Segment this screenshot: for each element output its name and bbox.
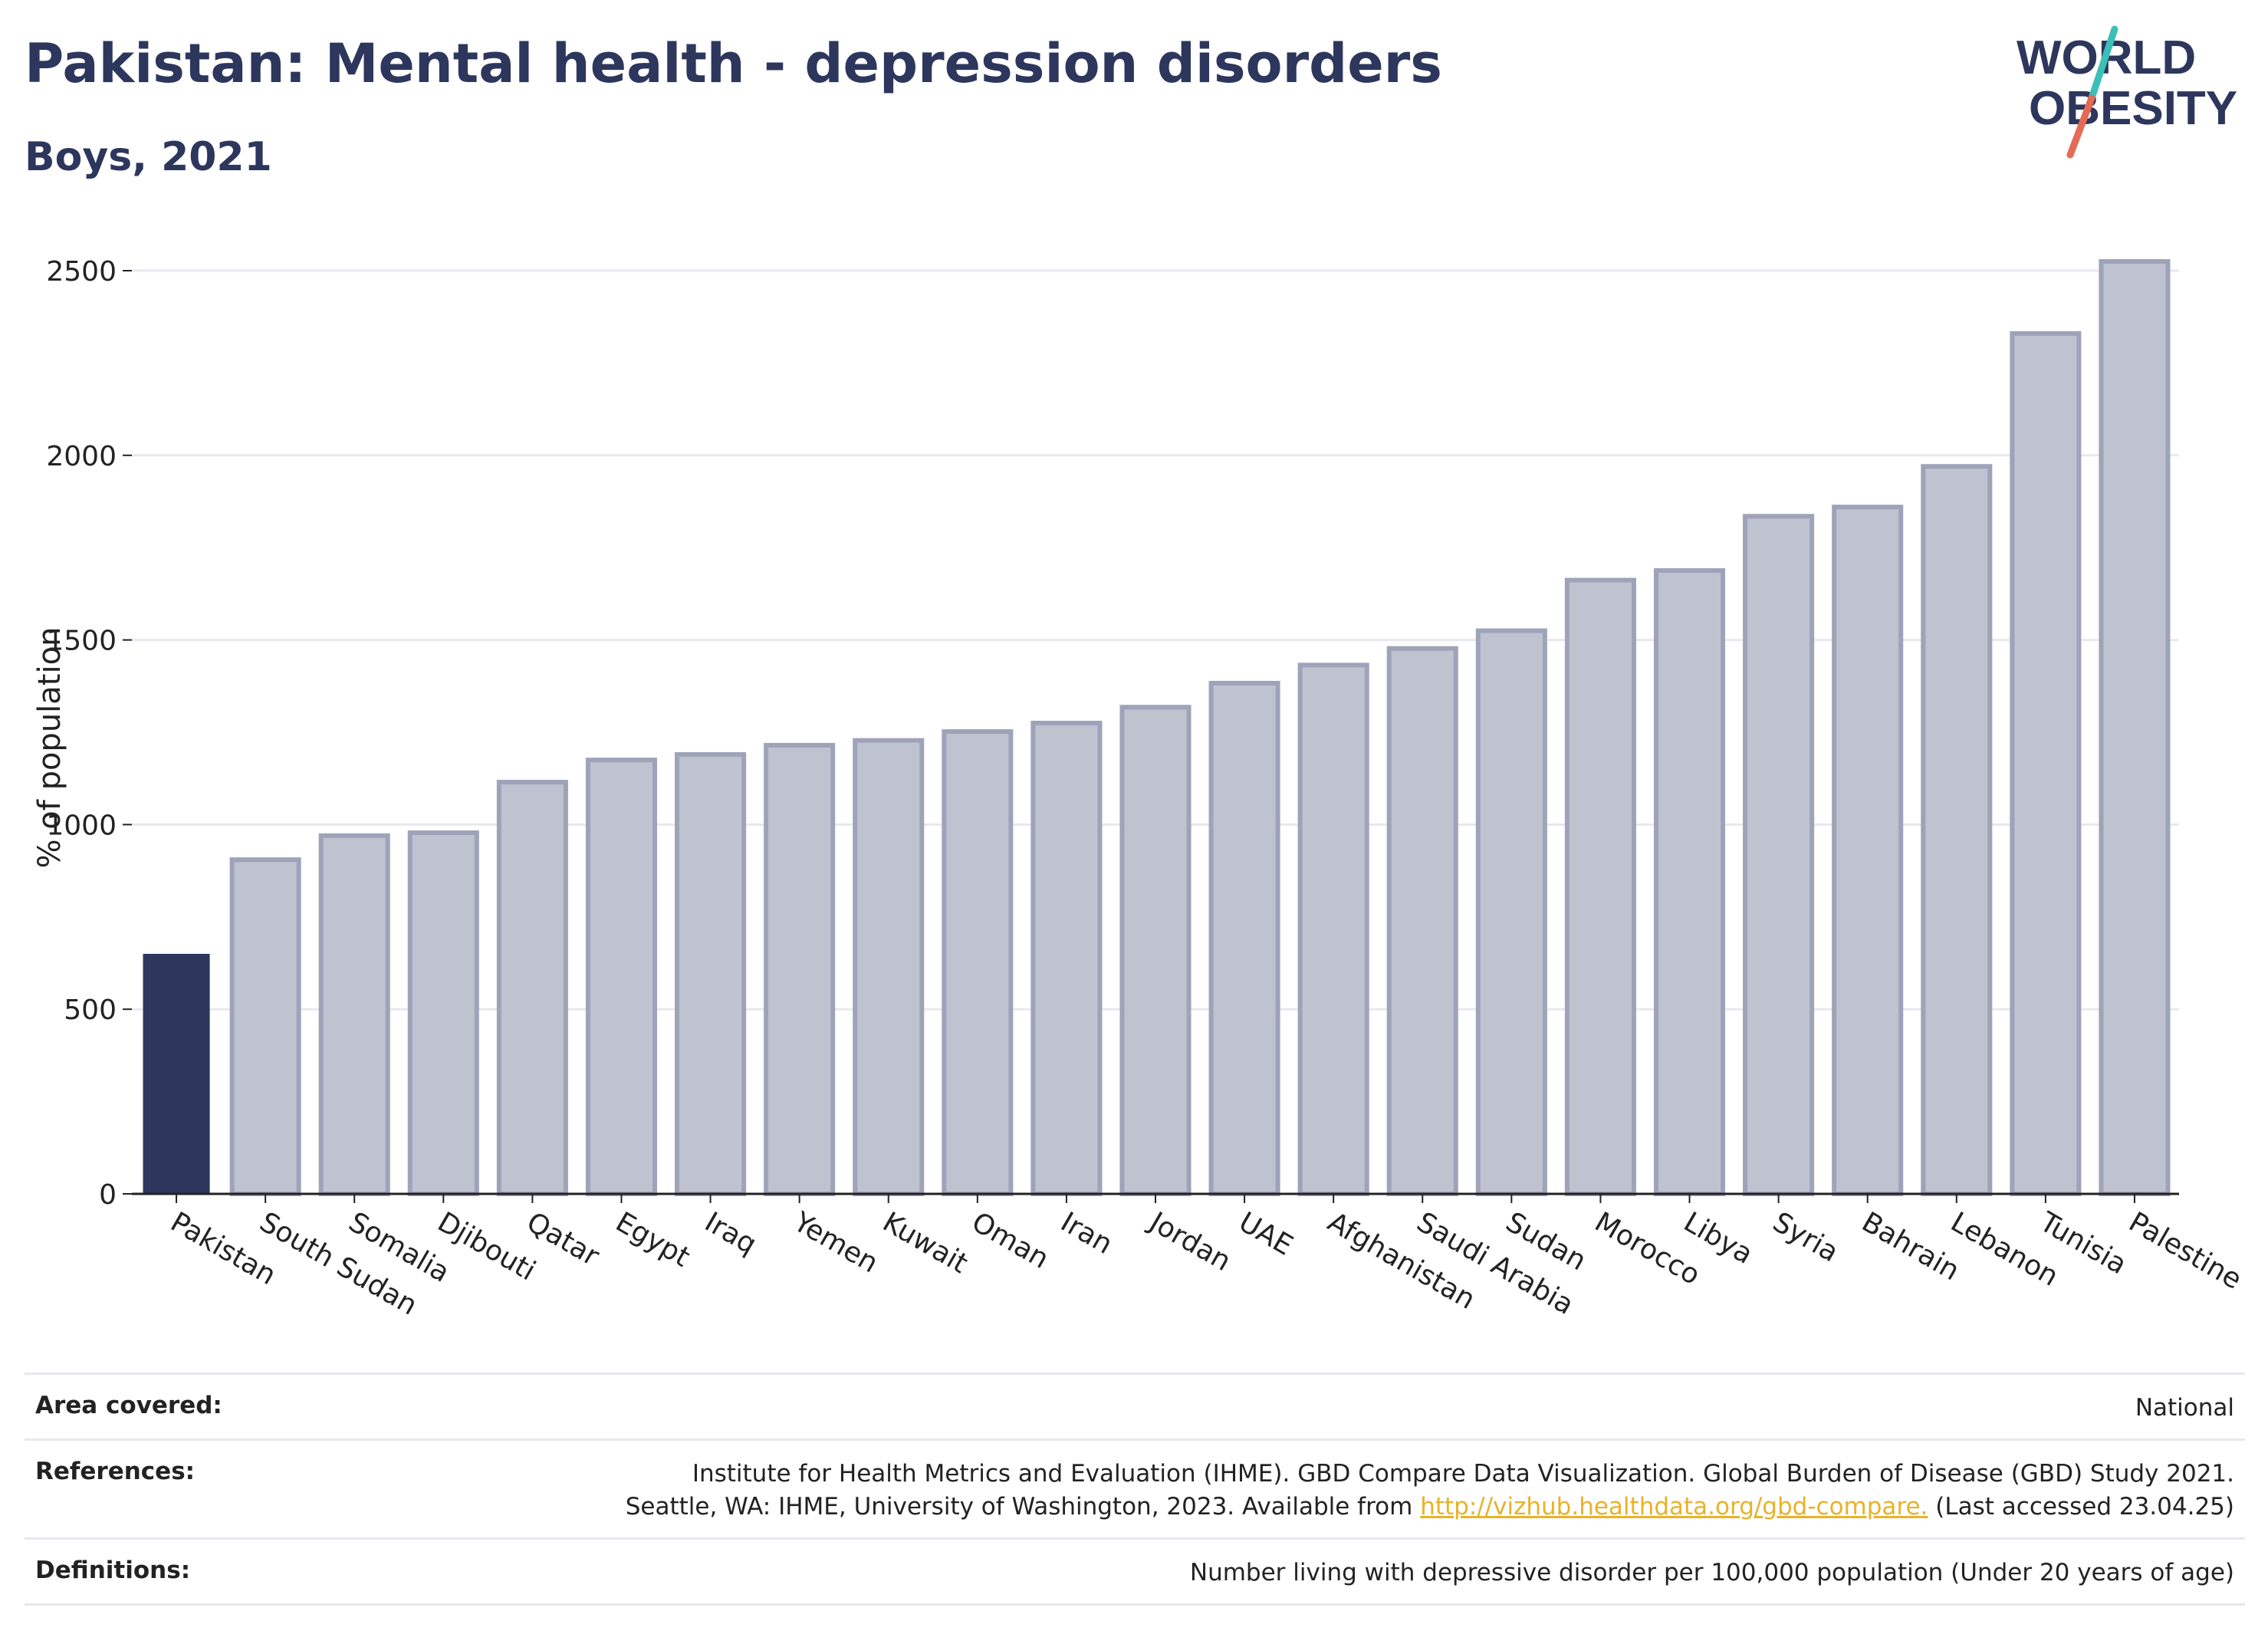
- logo-line-obesity: OBESITY: [2029, 82, 2237, 135]
- area-covered-value: National: [2135, 1394, 2234, 1422]
- x-tick-label: Jordan: [1143, 1205, 1236, 1277]
- bar-djibouti: [407, 830, 479, 1197]
- y-tick-label: 500: [64, 995, 117, 1026]
- bar-saudi-arabia: [1386, 646, 1458, 1196]
- bar-sudan: [1475, 628, 1547, 1196]
- bar-kuwait: [853, 738, 925, 1196]
- x-tick-label: Iran: [1055, 1206, 1117, 1261]
- references-line-1: Institute for Health Metrics and Evaluat…: [692, 1460, 2234, 1488]
- y-tick-label: 2000: [46, 441, 117, 472]
- x-tick-label: Iraq: [699, 1206, 761, 1261]
- bar-jordan: [1119, 705, 1192, 1196]
- x-tick-label: Yemen: [787, 1206, 883, 1280]
- bar-lebanon: [1921, 464, 1993, 1196]
- bar-qatar: [496, 780, 568, 1196]
- bar-uae: [1208, 680, 1280, 1196]
- chart-title: Pakistan: Mental health - depression dis…: [25, 32, 1442, 95]
- x-tick-label: Palestine: [2123, 1206, 2247, 1296]
- references-value: Institute for Health Metrics and Evaluat…: [626, 1458, 2234, 1524]
- references-link[interactable]: http://vizhub.healthdata.org/gbd-compare…: [1420, 1493, 1928, 1521]
- definitions-label: Definitions:: [35, 1557, 191, 1584]
- bar-bahrain: [1832, 505, 1904, 1196]
- x-tick-label: Djibouti: [432, 1206, 541, 1287]
- bars: [143, 258, 2171, 1197]
- logo-slash-teal: [2088, 25, 2118, 102]
- bar-iraq: [675, 751, 747, 1196]
- bar-somalia: [318, 833, 390, 1197]
- x-tick-label: Oman: [966, 1206, 1053, 1275]
- bar-egypt: [585, 758, 658, 1196]
- world-obesity-logo: WORLD OBESITY: [2017, 25, 2237, 159]
- x-tick-label: Syria: [1767, 1206, 1843, 1268]
- references-line-2-post: (Last accessed 23.04.25): [1928, 1493, 2234, 1521]
- bar-iran: [1030, 720, 1103, 1196]
- area-covered-label: Area covered:: [35, 1392, 222, 1419]
- bar-libya: [1653, 568, 1726, 1196]
- y-tick-label: 2500: [46, 256, 117, 288]
- bar-yemen: [764, 742, 836, 1196]
- bar-oman: [942, 729, 1014, 1196]
- x-tick-label: Kuwait: [877, 1206, 973, 1280]
- chart-subtitle: Boys, 2021: [25, 134, 272, 180]
- bar-pakistan: [143, 953, 210, 1194]
- footer-row-area: Area covered: National: [25, 1373, 2245, 1438]
- footer-row-references: References: Institute for Health Metrics…: [25, 1438, 2245, 1537]
- y-axis-ticks: 0 500 1000 1500 2000 2500: [46, 256, 132, 1211]
- x-tick-label: Bahrain: [1856, 1206, 1964, 1287]
- bar-afghanistan: [1297, 662, 1369, 1196]
- definitions-value: Number living with depressive disorder p…: [1189, 1559, 2234, 1586]
- footer-row-definitions: Definitions: Number living with depressi…: [25, 1537, 2245, 1606]
- y-tick-label: 1500: [46, 626, 117, 657]
- bar-south-sudan: [229, 857, 301, 1196]
- references-line-2-pre: Seattle, WA: IHME, University of Washing…: [625, 1493, 1421, 1521]
- bar-tunisia: [2010, 330, 2082, 1197]
- y-axis-label: % of population: [32, 627, 67, 869]
- bar-syria: [1743, 514, 1815, 1196]
- y-tick-label: 0: [99, 1179, 117, 1211]
- bar-palestine: [2099, 258, 2171, 1197]
- references-label: References:: [35, 1458, 196, 1485]
- logo-slash-red: [2066, 94, 2095, 159]
- bar-morocco: [1564, 577, 1636, 1196]
- footer-table: Area covered: National References: Insti…: [25, 1373, 2245, 1606]
- x-tick-label: UAE: [1234, 1206, 1298, 1261]
- x-tick-label: Egypt: [610, 1206, 695, 1273]
- y-tick-label: 1000: [46, 810, 117, 841]
